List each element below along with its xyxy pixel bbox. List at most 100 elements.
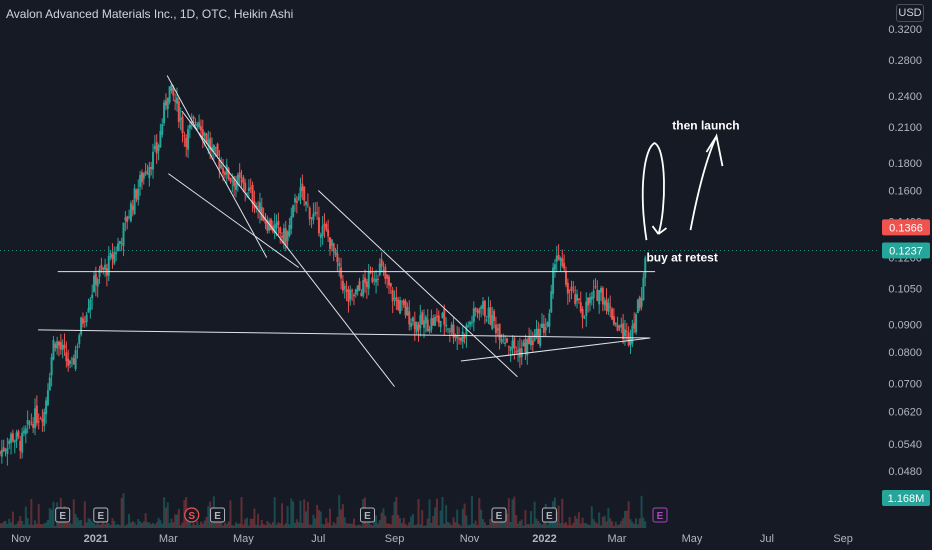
- earnings-marker[interactable]: E: [359, 507, 375, 523]
- candle: [544, 318, 547, 337]
- candle: [137, 179, 140, 206]
- candle: [155, 134, 158, 164]
- candle: [161, 118, 164, 138]
- volume-bar: [153, 524, 156, 528]
- volume-bar: [148, 522, 151, 528]
- volume-bar: [496, 523, 499, 528]
- volume-bar: [290, 498, 293, 528]
- volume-bar: [30, 498, 33, 528]
- volume-bar: [340, 509, 343, 528]
- volume-bar: [266, 520, 269, 528]
- candle: [128, 209, 131, 220]
- candle: [638, 295, 641, 312]
- candle: [22, 425, 25, 437]
- candle: [360, 289, 363, 297]
- candle: [183, 131, 186, 147]
- candle: [120, 237, 123, 251]
- candle: [426, 309, 429, 332]
- candle: [378, 258, 381, 277]
- candle: [358, 277, 361, 292]
- candle: [450, 321, 453, 337]
- price-scale[interactable]: 0.32000.28000.24000.21000.18000.16000.14…: [888, 24, 922, 507]
- candle: [487, 296, 490, 325]
- volume-bar: [563, 523, 566, 528]
- volume-bar: [419, 524, 422, 528]
- earnings-marker[interactable]: S: [184, 507, 200, 523]
- candle: [4, 447, 7, 457]
- candle: [168, 86, 171, 105]
- candle: [592, 279, 595, 309]
- volume-bar: [93, 522, 96, 528]
- y-tick-label: 0.1050: [888, 284, 922, 296]
- volume-bar: [144, 513, 147, 528]
- candle: [181, 113, 184, 143]
- volume-bar: [485, 525, 488, 528]
- earnings-marker[interactable]: E: [541, 507, 557, 523]
- volume-bar: [155, 522, 158, 528]
- time-scale[interactable]: Nov 2021 Mar May Jul Sep Nov 2022 Mar May Jul Sep: [11, 533, 853, 545]
- candle: [153, 135, 156, 152]
- volume-bar: [190, 525, 193, 528]
- volume-bar: [238, 523, 241, 528]
- candle: [470, 315, 473, 327]
- candle: [0, 439, 3, 464]
- trendline[interactable]: [460, 337, 651, 362]
- volume-bar: [94, 524, 97, 528]
- earnings-marker[interactable]: E: [210, 507, 226, 523]
- volume-bar: [424, 525, 427, 528]
- volume-bar: [48, 508, 51, 528]
- trendline[interactable]: [181, 110, 395, 387]
- volume-bar: [354, 525, 357, 528]
- candle: [116, 237, 119, 252]
- candle: [35, 395, 38, 427]
- annotation-text: then launch: [672, 118, 739, 132]
- candle: [391, 286, 394, 314]
- volume-bar: [338, 495, 341, 528]
- candle: [411, 316, 414, 326]
- volume-bar: [528, 524, 531, 528]
- candle: [266, 215, 269, 234]
- earnings-marker[interactable]: E: [491, 507, 507, 523]
- trendline[interactable]: [38, 329, 651, 339]
- volume-bar: [399, 518, 402, 528]
- volume-bar: [635, 518, 638, 528]
- volume-bar: [140, 522, 143, 528]
- candle: [148, 161, 151, 187]
- volume-bar: [352, 518, 355, 528]
- earnings-marker[interactable]: E: [652, 507, 668, 523]
- trendlines-layer[interactable]: [0, 75, 880, 387]
- volume-bar: [205, 517, 208, 528]
- candle: [434, 314, 437, 327]
- volume-bar: [277, 522, 280, 528]
- candle: [635, 312, 638, 335]
- trendline[interactable]: [317, 190, 518, 378]
- candle: [343, 283, 346, 299]
- volume-bar: [421, 510, 424, 528]
- volume-bar: [107, 523, 110, 528]
- volume-bar: [601, 517, 604, 528]
- volume-bar: [10, 522, 13, 528]
- volume-bar: [522, 525, 525, 528]
- volume-bar: [109, 524, 112, 528]
- earnings-marker[interactable]: E: [93, 507, 109, 523]
- candle: [85, 312, 88, 327]
- trendline[interactable]: [166, 75, 268, 258]
- volume-bar: [434, 507, 437, 528]
- volume-bar: [231, 524, 234, 528]
- candle: [369, 266, 372, 275]
- trendline[interactable]: [168, 173, 299, 268]
- currency-selector[interactable]: USD: [896, 4, 924, 22]
- volume-bar: [605, 521, 608, 528]
- candle: [629, 329, 632, 354]
- candle: [308, 206, 311, 226]
- candle: [46, 383, 49, 407]
- volume-bar: [515, 515, 518, 528]
- volume-bar: [410, 516, 413, 528]
- candle: [419, 304, 422, 337]
- candle: [21, 427, 24, 459]
- candle: [264, 212, 267, 230]
- earnings-marker[interactable]: E: [55, 507, 71, 523]
- candle: [87, 298, 90, 313]
- volume-bar: [172, 522, 175, 528]
